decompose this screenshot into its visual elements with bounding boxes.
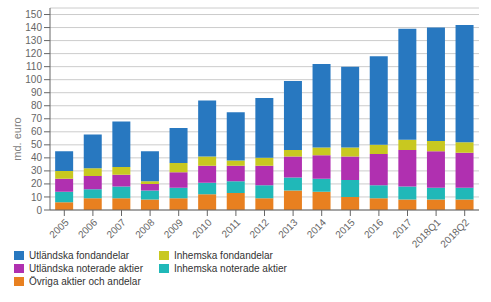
svg-text:md. euro: md. euro xyxy=(11,117,23,160)
html-text:Utländska noterade aktier: Utländska noterade aktier xyxy=(29,263,143,274)
svg-text:120: 120 xyxy=(25,48,42,59)
svg-text:60: 60 xyxy=(31,126,43,137)
html-text:Inhemska noterade aktier: Inhemska noterade aktier xyxy=(174,263,287,274)
svg-text:90: 90 xyxy=(31,87,43,98)
svg-text:80: 80 xyxy=(31,100,43,111)
svg-text:50: 50 xyxy=(31,139,43,150)
svg-text:2009: 2009 xyxy=(162,216,186,240)
svg-text:2011: 2011 xyxy=(219,216,242,239)
svg-text:40: 40 xyxy=(31,152,43,163)
svg-text:2015: 2015 xyxy=(333,216,357,240)
svg-text:2013: 2013 xyxy=(276,216,300,240)
html-text:Inhemska fondandelar: Inhemska fondandelar xyxy=(174,250,273,261)
svg-text:2014: 2014 xyxy=(305,216,329,240)
svg-text:2006: 2006 xyxy=(76,216,100,240)
html-text:Övriga aktier och andelar: Övriga aktier och andelar xyxy=(29,276,141,287)
svg-text:20: 20 xyxy=(31,178,43,189)
svg-text:70: 70 xyxy=(31,113,43,124)
svg-text:2016: 2016 xyxy=(362,216,386,240)
svg-text:130: 130 xyxy=(25,35,42,46)
svg-text:140: 140 xyxy=(25,22,42,33)
svg-text:100: 100 xyxy=(25,74,42,85)
svg-text:30: 30 xyxy=(31,165,43,176)
svg-text:2018Q1: 2018Q1 xyxy=(410,216,443,249)
svg-text:0: 0 xyxy=(36,205,42,216)
svg-text:2005: 2005 xyxy=(47,216,71,240)
svg-text:2012: 2012 xyxy=(247,216,271,240)
svg-text:10: 10 xyxy=(31,192,43,203)
svg-text:2017: 2017 xyxy=(390,216,414,240)
svg-text:2008: 2008 xyxy=(133,216,157,240)
svg-text:2018Q2: 2018Q2 xyxy=(438,216,471,249)
svg-text:2007: 2007 xyxy=(104,216,128,240)
svg-text:150: 150 xyxy=(25,9,42,20)
html-text:Utländska fondandelar: Utländska fondandelar xyxy=(29,250,130,261)
svg-text:2010: 2010 xyxy=(190,216,214,240)
svg-text:110: 110 xyxy=(26,61,42,72)
